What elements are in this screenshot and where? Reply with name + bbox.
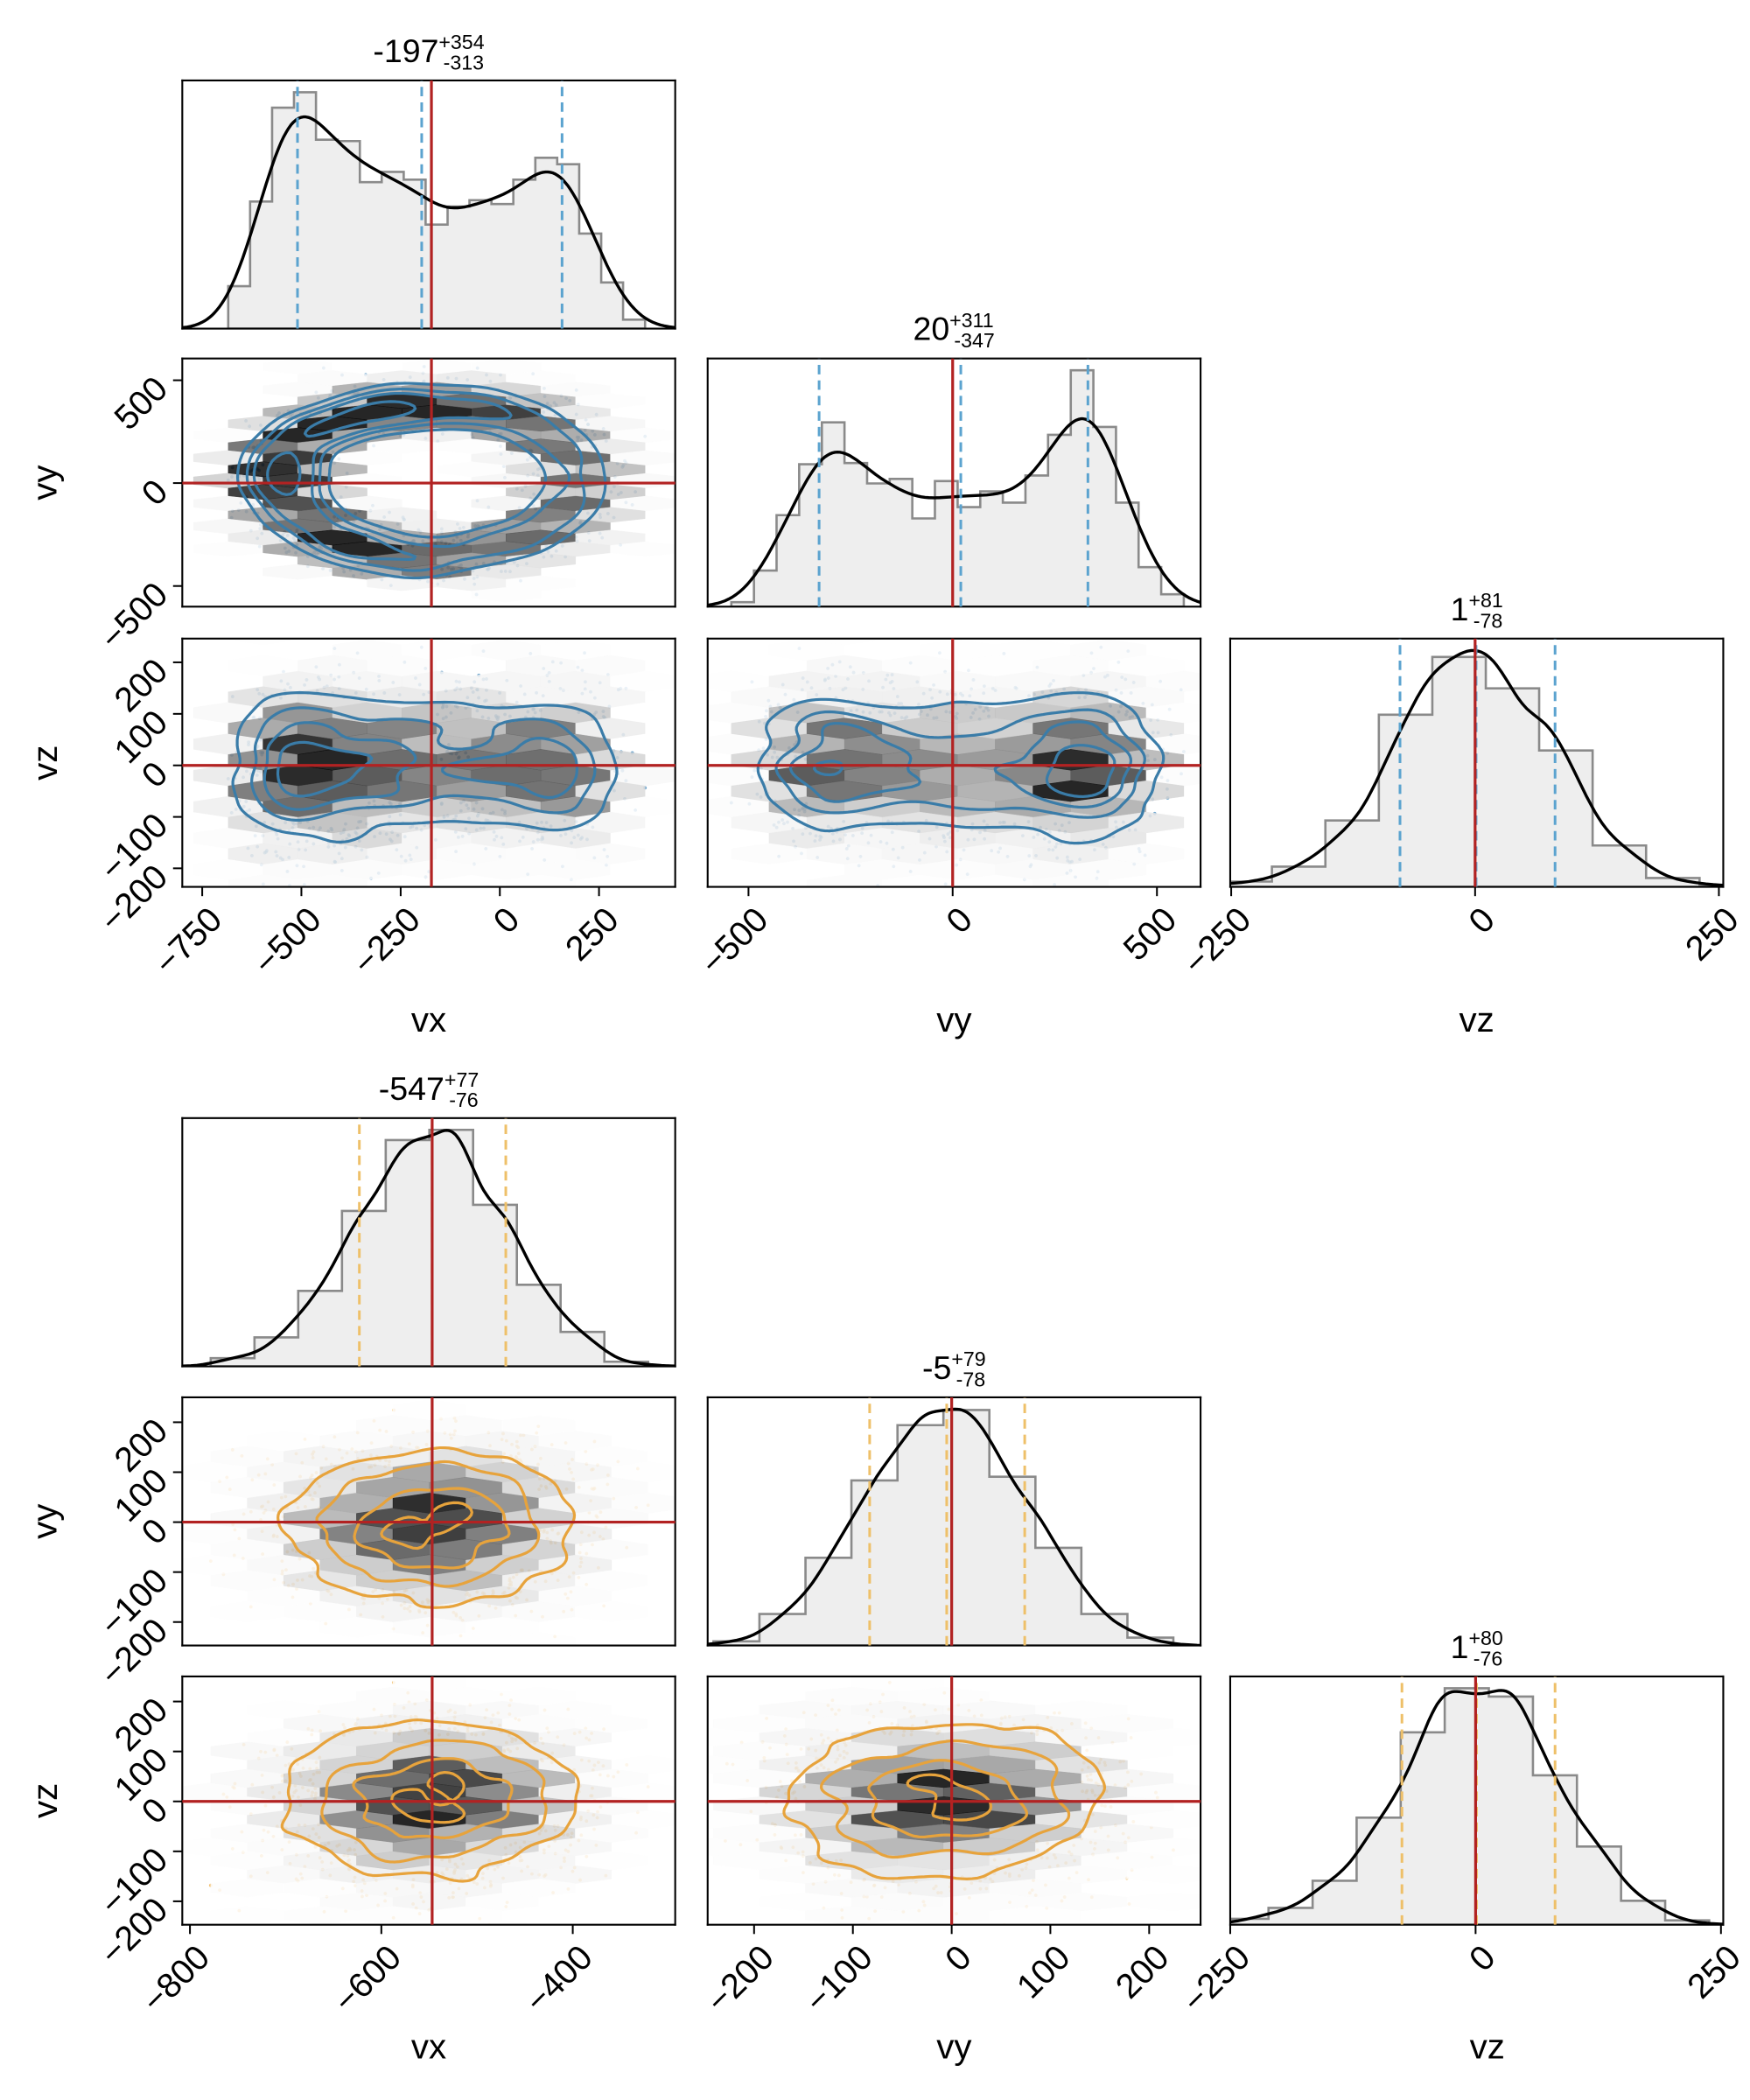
svg-text:+79: +79 <box>951 1348 985 1370</box>
svg-text:-76: -76 <box>1474 1647 1503 1670</box>
svg-text:vy: vy <box>936 2027 972 2067</box>
svg-text:vz: vz <box>1470 2027 1505 2067</box>
svg-text:20: 20 <box>913 311 949 347</box>
svg-text:+80: +80 <box>1468 1627 1502 1649</box>
svg-text:-547: -547 <box>379 1070 444 1107</box>
svg-text:+77: +77 <box>444 1068 479 1091</box>
svg-text:vz: vz <box>25 1783 65 1818</box>
svg-text:1: 1 <box>1451 591 1469 627</box>
svg-text:vx: vx <box>411 2027 446 2067</box>
svg-text:-313: -313 <box>444 51 484 74</box>
svg-text:-197: -197 <box>373 32 438 69</box>
svg-text:+354: +354 <box>438 31 484 53</box>
svg-text:1: 1 <box>1451 1628 1469 1665</box>
svg-text:-76: -76 <box>449 1088 479 1111</box>
svg-text:vz: vz <box>1460 1000 1494 1040</box>
svg-text:vx: vx <box>411 1000 446 1040</box>
svg-text:vz: vz <box>25 746 65 780</box>
svg-text:vy: vy <box>25 465 65 500</box>
svg-text:-5: -5 <box>922 1349 951 1386</box>
svg-text:-78: -78 <box>956 1368 986 1390</box>
svg-text:+81: +81 <box>1468 589 1502 612</box>
svg-text:vy: vy <box>25 1503 65 1539</box>
svg-text:-347: -347 <box>954 329 994 352</box>
svg-text:-78: -78 <box>1474 609 1503 632</box>
svg-text:vy: vy <box>936 1000 972 1040</box>
svg-text:+311: +311 <box>949 309 994 332</box>
